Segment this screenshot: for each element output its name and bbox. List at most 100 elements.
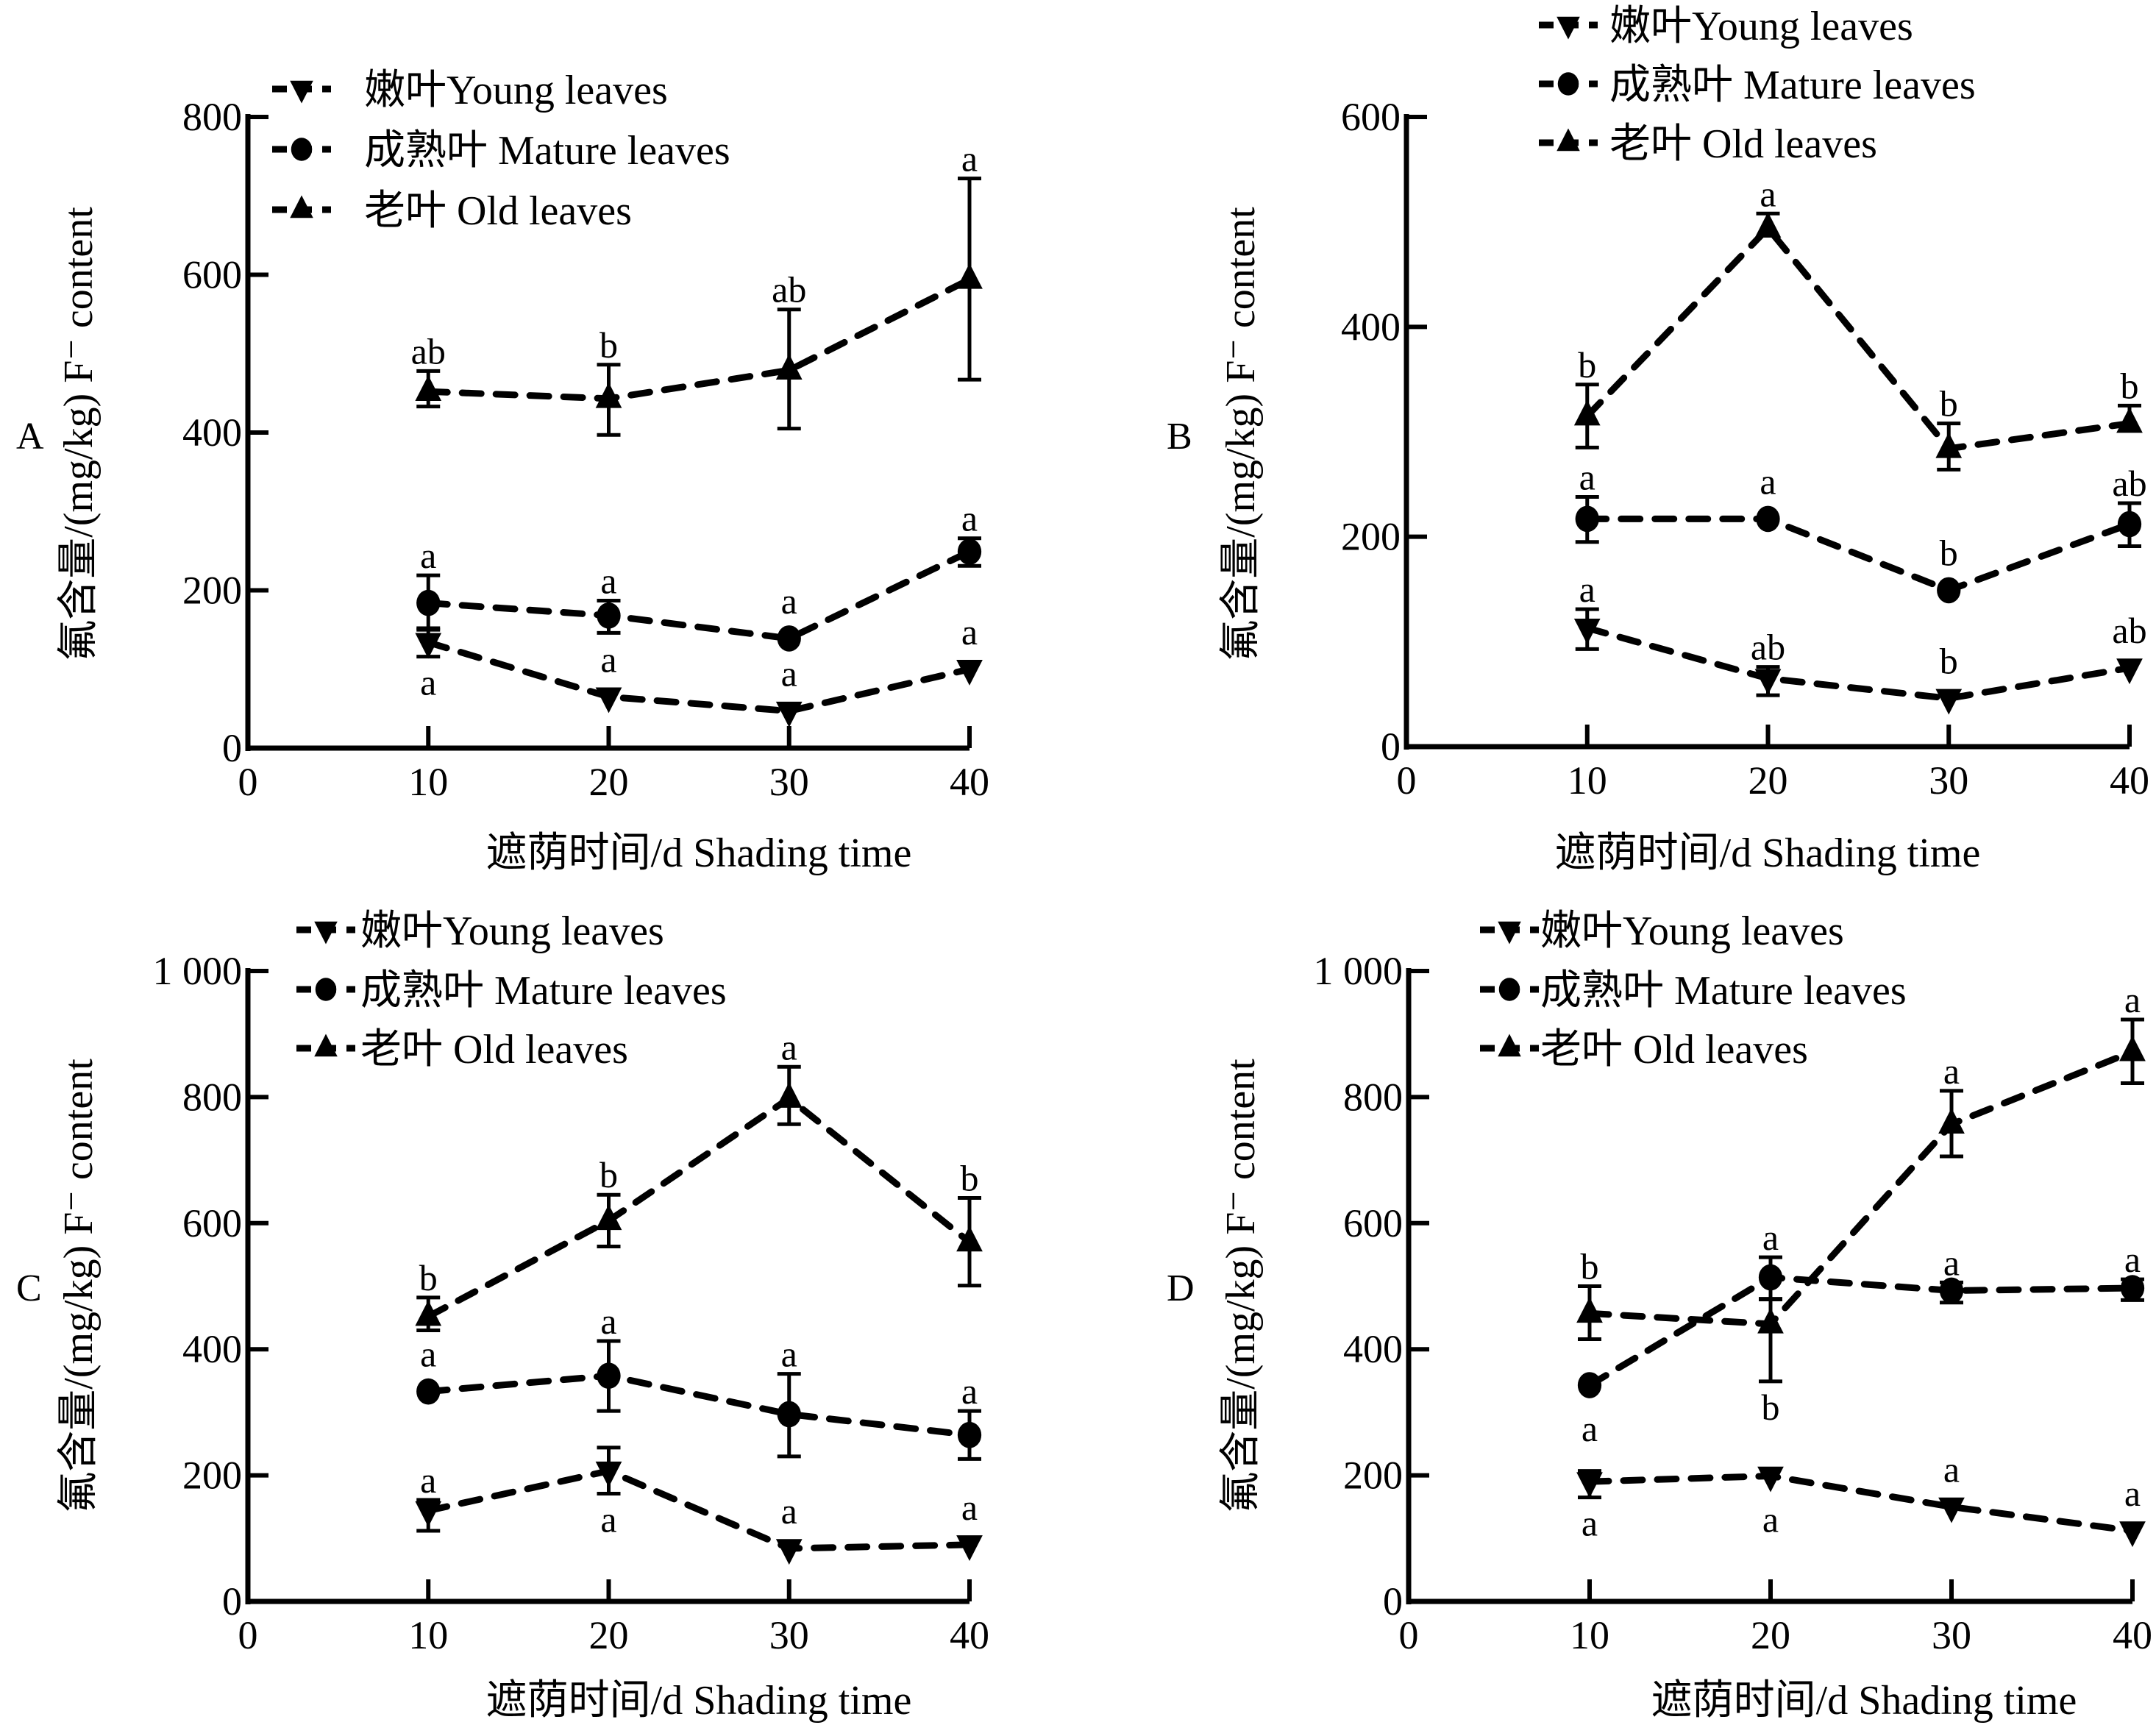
legend-item-young-leaves: 嫩叶Young leaves — [296, 908, 664, 954]
series-young-leaves: a a a a — [1576, 1448, 2146, 1548]
y-tick-label: 0 — [1383, 1579, 1403, 1623]
significance-label: b — [2121, 365, 2139, 406]
series-mature-leaves: a a a a — [416, 1301, 982, 1461]
significance-label: ab — [772, 269, 806, 310]
legend-marker-icon — [314, 921, 338, 945]
significance-label: a — [420, 535, 436, 576]
legend-label: 嫩叶Young leaves — [1540, 908, 1844, 954]
y-tick-label: 400 — [182, 410, 242, 455]
legend-marker-icon — [1498, 978, 1520, 1001]
x-tick-label: 10 — [408, 760, 448, 804]
significance-label: a — [961, 498, 978, 539]
significance-label: b — [600, 1154, 618, 1195]
legend-item-young-leaves: 嫩叶Young leaves — [272, 68, 668, 113]
significance-label: b — [1940, 383, 1958, 424]
significance-label: a — [2124, 1473, 2141, 1514]
significance-label: a — [961, 611, 978, 652]
x-tick-label: 20 — [589, 760, 629, 804]
y-tick-label: 0 — [222, 1579, 242, 1623]
data-point-marker — [1577, 1372, 1602, 1398]
data-point-marker — [777, 625, 801, 652]
x-tick-label: 30 — [769, 760, 809, 804]
legend-marker-icon — [1498, 1034, 1521, 1057]
legend-label: 成熟叶 Mature leaves — [360, 968, 727, 1014]
x-tick-label: 0 — [1397, 758, 1417, 803]
significance-label: b — [419, 1257, 438, 1298]
legend-marker-icon — [1557, 72, 1579, 96]
data-point-marker — [1935, 689, 1963, 715]
data-point-marker — [956, 1535, 983, 1561]
data-point-marker — [416, 1378, 441, 1405]
x-tick-label: 0 — [238, 1613, 258, 1657]
data-point-marker — [415, 633, 442, 659]
data-point-marker — [416, 589, 441, 616]
significance-label: a — [781, 653, 797, 694]
legend-item-old-leaves: 老叶 Old leaves — [1480, 1027, 1808, 1073]
y-tick-label: 1 000 — [1314, 949, 1403, 993]
panel-label: D — [1167, 1267, 1195, 1309]
series-line — [424, 276, 973, 402]
data-point-marker — [415, 1501, 442, 1527]
significance-label: b — [1578, 344, 1596, 385]
data-point-marker — [1937, 577, 1961, 604]
legend-item-mature-leaves: 成熟叶 Mature leaves — [1480, 968, 1907, 1014]
significance-label: a — [1762, 1498, 1779, 1540]
series-line — [424, 1467, 973, 1552]
legend-item-young-leaves: 嫩叶Young leaves — [1480, 908, 1844, 954]
x-tick-label: 30 — [769, 1613, 809, 1657]
y-tick-label: 200 — [1341, 515, 1401, 559]
data-point-marker — [1573, 619, 1601, 644]
data-point-marker — [956, 263, 983, 289]
significance-label: ab — [1751, 627, 1785, 668]
data-point-marker — [956, 660, 983, 686]
legend-item-old-leaves: 老叶 Old leaves — [272, 188, 632, 234]
data-point-marker — [1575, 505, 1599, 533]
significance-label: b — [1940, 532, 1958, 573]
panel-label: B — [1167, 416, 1192, 458]
significance-label: a — [1582, 1408, 1598, 1449]
significance-label: a — [1582, 1503, 1598, 1544]
x-tick-label: 40 — [950, 760, 989, 804]
significance-label: a — [961, 1487, 978, 1528]
data-point-marker — [1754, 212, 1782, 238]
data-point-marker — [775, 701, 803, 728]
significance-label: a — [781, 1334, 797, 1375]
legend-item-mature-leaves: 成熟叶 Mature leaves — [1539, 63, 1976, 108]
significance-label: a — [961, 1370, 978, 1412]
significance-label: a — [1943, 1242, 1960, 1283]
data-point-marker — [2116, 407, 2143, 433]
significance-label: a — [600, 1498, 616, 1540]
x-axis-title: 遮荫时间/d Shading time — [486, 831, 912, 876]
legend-item-old-leaves: 老叶 Old leaves — [1539, 121, 1877, 167]
legend-item-mature-leaves: 成熟叶 Mature leaves — [296, 968, 727, 1014]
legend-marker-icon — [314, 1034, 338, 1057]
data-point-marker — [595, 687, 622, 714]
legend-marker-icon — [315, 978, 337, 1001]
legend-item-old-leaves: 老叶 Old leaves — [296, 1027, 628, 1073]
legend-marker-icon — [290, 80, 313, 104]
significance-label: a — [420, 662, 436, 703]
significance-label: a — [420, 1459, 436, 1501]
data-point-marker — [1576, 1297, 1603, 1323]
legend-item-young-leaves: 嫩叶Young leaves — [1539, 4, 1913, 49]
data-point-marker — [597, 1362, 621, 1390]
data-point-marker — [777, 1401, 801, 1428]
panel-label: C — [16, 1267, 42, 1309]
data-point-marker — [1935, 432, 1963, 458]
legend-marker-icon — [1556, 16, 1580, 40]
significance-label: ab — [2112, 610, 2146, 651]
y-tick-label: 200 — [1343, 1454, 1403, 1498]
series-line — [424, 548, 973, 642]
y-axis-title: 氟含量/(mg/kg) F⁻ content — [1218, 207, 1264, 661]
data-point-marker — [595, 382, 622, 408]
significance-label: b — [1940, 640, 1958, 681]
legend-marker-icon — [1556, 128, 1580, 152]
panel-d: D 0 200 400 600 800 1 000 0 10 20 30 40 遮荫时间/d Shadi… — [1167, 908, 2152, 1724]
significance-label: a — [781, 580, 797, 622]
significance-label: a — [600, 560, 616, 601]
legend-marker-icon — [291, 138, 313, 161]
significance-label: b — [1581, 1246, 1599, 1287]
y-tick-label: 0 — [1381, 725, 1401, 769]
data-point-marker — [2116, 658, 2143, 685]
y-axis-title: 氟含量/(mg/kg) F⁻ content — [56, 1059, 102, 1513]
